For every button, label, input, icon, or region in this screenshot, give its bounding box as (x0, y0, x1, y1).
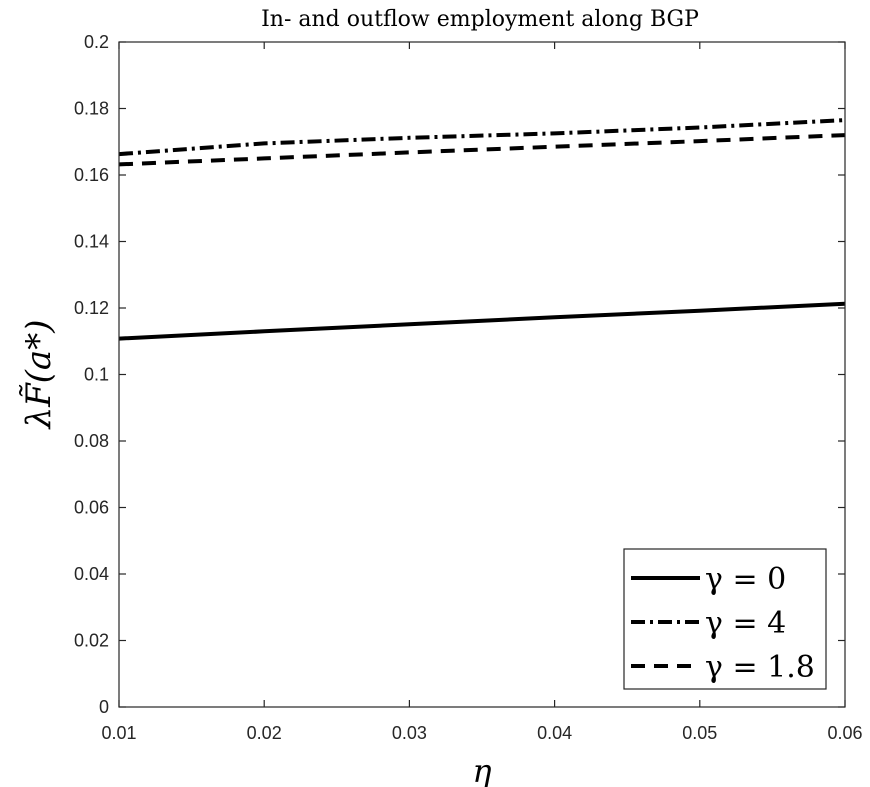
y-tick-label: 0.16 (74, 165, 109, 185)
y-tick-label: 0.18 (74, 99, 109, 119)
y-axis-ticks: 0 0.02 0.04 0.06 0.08 0.1 0.12 0.14 0.16 0.18 0.2 (74, 32, 845, 717)
series-line-1 (118, 118, 846, 157)
plot-frame (118, 41, 846, 708)
y-tick-label: 0.04 (74, 564, 109, 584)
y-tick-label: 0.08 (74, 431, 109, 451)
legend-label-0: γ = 0 (705, 562, 786, 597)
y-tick-label: 0.12 (74, 298, 109, 318)
legend-label-2: γ = 1.8 (705, 650, 815, 685)
x-tick-label: 0.03 (392, 723, 427, 743)
y-tick-label: 0.2 (84, 32, 109, 52)
legend: γ = 0 γ = 4 γ = 1.8 (623, 548, 827, 690)
y-tick-label: 0.14 (74, 232, 109, 252)
series-line-0 (118, 301, 846, 341)
y-axis-label: λF̃(a*) (19, 320, 59, 431)
x-tick-label: 0.05 (682, 723, 717, 743)
x-tick-label: 0.01 (101, 723, 136, 743)
x-axis-ticks: 0.01 0.02 0.03 0.04 0.05 0.06 (101, 42, 863, 743)
series-lines (118, 118, 846, 341)
x-tick-label: 0.06 (827, 723, 862, 743)
x-tick-label: 0.02 (247, 723, 282, 743)
chart-title: In- and outflow employment along BGP (261, 7, 699, 32)
y-tick-label: 0 (99, 697, 109, 717)
legend-label-1: γ = 4 (705, 606, 786, 641)
y-tick-label: 0.1 (84, 365, 109, 385)
series-line-2 (118, 133, 846, 167)
y-tick-label: 0.02 (74, 631, 109, 651)
x-axis-label: η (472, 752, 491, 787)
y-tick-label: 0.06 (74, 498, 109, 518)
x-tick-label: 0.04 (537, 723, 572, 743)
